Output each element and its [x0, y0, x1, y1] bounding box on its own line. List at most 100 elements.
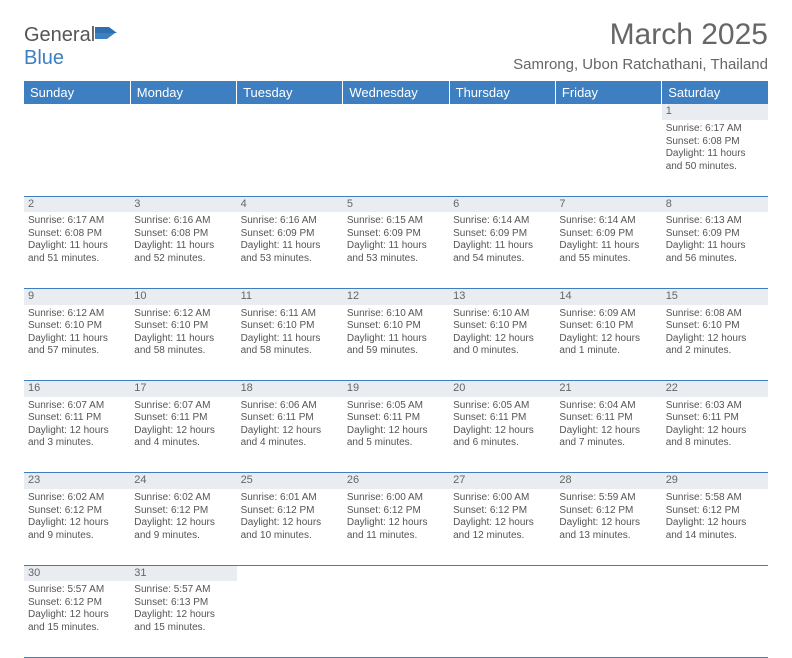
daynum-cell: 30 [24, 565, 130, 581]
day-cell [662, 581, 768, 657]
calendar-header-row: SundayMondayTuesdayWednesdayThursdayFrid… [24, 81, 768, 104]
sunset-line: Sunset: 6:10 PM [347, 320, 445, 333]
day-number: 20 [453, 382, 465, 394]
sunset-line: Sunset: 6:09 PM [666, 228, 764, 241]
daynum-cell [24, 104, 130, 120]
sunset-line: Sunset: 6:11 PM [559, 412, 657, 425]
sunset-line: Sunset: 6:12 PM [134, 505, 232, 518]
sunrise-line: Sunrise: 6:07 AM [134, 400, 232, 413]
sunset-line: Sunset: 6:10 PM [666, 320, 764, 333]
day-cell: Sunrise: 6:03 AMSunset: 6:11 PMDaylight:… [662, 397, 768, 473]
daylight-line: Daylight: 11 hours and 58 minutes. [241, 333, 339, 358]
day-cell: Sunrise: 6:15 AMSunset: 6:09 PMDaylight:… [343, 212, 449, 288]
day-header: Friday [555, 81, 661, 104]
sunset-line: Sunset: 6:11 PM [666, 412, 764, 425]
daylight-line: Daylight: 12 hours and 15 minutes. [134, 609, 232, 634]
day-cell: Sunrise: 6:00 AMSunset: 6:12 PMDaylight:… [449, 489, 555, 565]
daynum-cell [237, 565, 343, 581]
day-number: 25 [241, 474, 253, 486]
daynum-cell [449, 104, 555, 120]
sunset-line: Sunset: 6:10 PM [453, 320, 551, 333]
sunrise-line: Sunrise: 5:59 AM [559, 492, 657, 505]
daylight-line: Daylight: 11 hours and 53 minutes. [241, 240, 339, 265]
day-number: 23 [28, 474, 40, 486]
daynum-cell: 4 [237, 196, 343, 212]
day-header: Wednesday [343, 81, 449, 104]
sunset-line: Sunset: 6:11 PM [241, 412, 339, 425]
daylight-line: Daylight: 12 hours and 8 minutes. [666, 425, 764, 450]
sunset-line: Sunset: 6:10 PM [134, 320, 232, 333]
sunset-line: Sunset: 6:10 PM [241, 320, 339, 333]
day-cell: Sunrise: 6:13 AMSunset: 6:09 PMDaylight:… [662, 212, 768, 288]
daynum-cell [343, 565, 449, 581]
sunset-line: Sunset: 6:12 PM [347, 505, 445, 518]
daynum-cell: 1 [662, 104, 768, 120]
sunset-line: Sunset: 6:10 PM [28, 320, 126, 333]
daylight-line: Daylight: 12 hours and 14 minutes. [666, 517, 764, 542]
daylight-line: Daylight: 12 hours and 7 minutes. [559, 425, 657, 450]
content-row: Sunrise: 6:02 AMSunset: 6:12 PMDaylight:… [24, 489, 768, 565]
day-number: 10 [134, 290, 146, 302]
day-cell: Sunrise: 6:12 AMSunset: 6:10 PMDaylight:… [130, 305, 236, 381]
daynum-cell [237, 104, 343, 120]
day-cell: Sunrise: 6:05 AMSunset: 6:11 PMDaylight:… [343, 397, 449, 473]
day-number: 21 [559, 382, 571, 394]
sunset-line: Sunset: 6:08 PM [134, 228, 232, 241]
day-number: 2 [28, 198, 34, 210]
day-number: 26 [347, 474, 359, 486]
day-cell: Sunrise: 6:11 AMSunset: 6:10 PMDaylight:… [237, 305, 343, 381]
daynum-cell: 7 [555, 196, 661, 212]
day-cell [237, 120, 343, 196]
daylight-line: Daylight: 12 hours and 12 minutes. [453, 517, 551, 542]
sunrise-line: Sunrise: 6:07 AM [28, 400, 126, 413]
daylight-line: Daylight: 12 hours and 13 minutes. [559, 517, 657, 542]
day-cell: Sunrise: 6:09 AMSunset: 6:10 PMDaylight:… [555, 305, 661, 381]
day-cell: Sunrise: 5:57 AMSunset: 6:13 PMDaylight:… [130, 581, 236, 657]
sunrise-line: Sunrise: 6:16 AM [241, 215, 339, 228]
sunset-line: Sunset: 6:10 PM [559, 320, 657, 333]
day-cell: Sunrise: 6:14 AMSunset: 6:09 PMDaylight:… [449, 212, 555, 288]
daylight-line: Daylight: 12 hours and 6 minutes. [453, 425, 551, 450]
day-number: 13 [453, 290, 465, 302]
sunset-line: Sunset: 6:12 PM [453, 505, 551, 518]
daynum-cell: 20 [449, 381, 555, 397]
daylight-line: Daylight: 12 hours and 3 minutes. [28, 425, 126, 450]
day-cell: Sunrise: 6:16 AMSunset: 6:08 PMDaylight:… [130, 212, 236, 288]
daynum-cell: 13 [449, 288, 555, 304]
daynum-cell [662, 565, 768, 581]
day-number: 17 [134, 382, 146, 394]
day-cell: Sunrise: 5:58 AMSunset: 6:12 PMDaylight:… [662, 489, 768, 565]
logo-text-a: General [24, 24, 95, 46]
sunrise-line: Sunrise: 6:15 AM [347, 215, 445, 228]
day-cell: Sunrise: 6:10 AMSunset: 6:10 PMDaylight:… [449, 305, 555, 381]
sunrise-line: Sunrise: 6:09 AM [559, 308, 657, 321]
daynum-cell [555, 104, 661, 120]
day-cell: Sunrise: 6:17 AMSunset: 6:08 PMDaylight:… [662, 120, 768, 196]
day-number: 8 [666, 198, 672, 210]
day-number: 31 [134, 567, 146, 579]
daylight-line: Daylight: 12 hours and 1 minute. [559, 333, 657, 358]
sunrise-line: Sunrise: 6:04 AM [559, 400, 657, 413]
day-number: 27 [453, 474, 465, 486]
daylight-line: Daylight: 11 hours and 57 minutes. [28, 333, 126, 358]
header: GeneralBlue March 2025 Samrong, Ubon Rat… [24, 18, 768, 79]
sunrise-line: Sunrise: 6:16 AM [134, 215, 232, 228]
sunrise-line: Sunrise: 6:12 AM [134, 308, 232, 321]
daylight-line: Daylight: 12 hours and 15 minutes. [28, 609, 126, 634]
day-cell: Sunrise: 5:59 AMSunset: 6:12 PMDaylight:… [555, 489, 661, 565]
sunset-line: Sunset: 6:11 PM [28, 412, 126, 425]
daynum-cell [130, 104, 236, 120]
day-cell [130, 120, 236, 196]
day-cell: Sunrise: 6:00 AMSunset: 6:12 PMDaylight:… [343, 489, 449, 565]
day-cell: Sunrise: 6:17 AMSunset: 6:08 PMDaylight:… [24, 212, 130, 288]
day-number: 22 [666, 382, 678, 394]
day-cell [449, 120, 555, 196]
day-cell: Sunrise: 6:16 AMSunset: 6:09 PMDaylight:… [237, 212, 343, 288]
daylight-line: Daylight: 12 hours and 9 minutes. [28, 517, 126, 542]
sunrise-line: Sunrise: 5:58 AM [666, 492, 764, 505]
sunset-line: Sunset: 6:09 PM [241, 228, 339, 241]
daynum-cell: 10 [130, 288, 236, 304]
day-header: Saturday [662, 81, 768, 104]
daylight-line: Daylight: 11 hours and 54 minutes. [453, 240, 551, 265]
sunrise-line: Sunrise: 6:01 AM [241, 492, 339, 505]
